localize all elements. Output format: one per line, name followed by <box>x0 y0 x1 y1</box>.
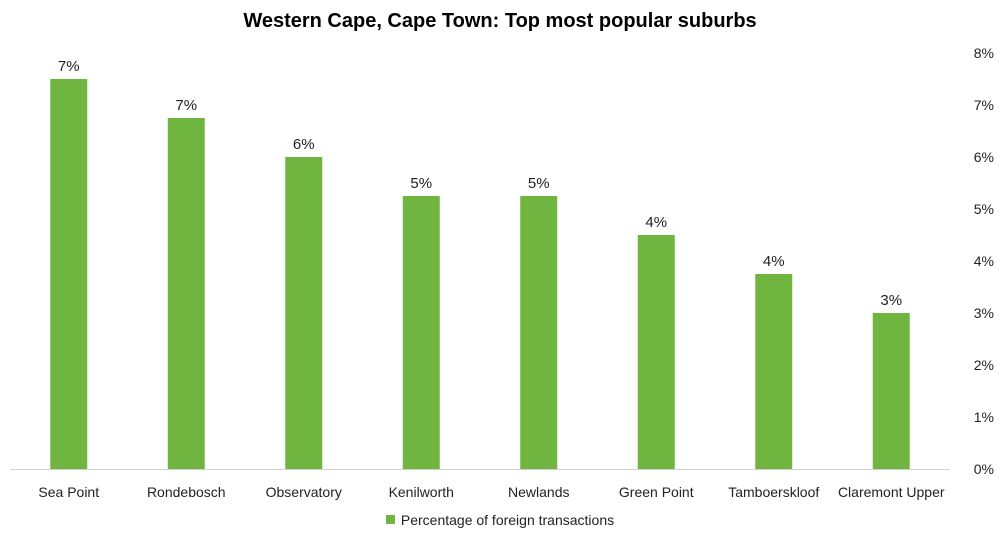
y-tick-label: 3% <box>974 305 994 321</box>
x-tick-label: Claremont Upper <box>838 484 945 500</box>
legend-swatch <box>385 515 395 524</box>
chart-title: Western Cape, Cape Town: Top most popula… <box>243 10 757 32</box>
data-label: 5% <box>410 175 432 192</box>
bar <box>520 196 558 469</box>
y-tick-label: 7% <box>974 97 994 113</box>
x-tick-label: Kenilworth <box>389 484 454 500</box>
bar <box>285 157 323 469</box>
x-tick-label: Tamboerskloof <box>728 484 819 500</box>
y-tick-label: 6% <box>974 149 994 165</box>
bar <box>50 79 88 469</box>
y-tick-label: 1% <box>974 409 994 425</box>
bar <box>872 313 910 469</box>
x-tick-label: Newlands <box>508 484 569 500</box>
y-tick-label: 8% <box>974 45 994 61</box>
bar <box>167 118 205 469</box>
y-tick-label: 4% <box>974 253 994 269</box>
x-tick-label: Green Point <box>619 484 694 500</box>
data-label: 5% <box>528 175 550 192</box>
data-label: 7% <box>58 58 80 75</box>
chart-legend: Percentage of foreign transactions <box>0 512 1000 528</box>
data-label: 3% <box>880 292 902 309</box>
bar <box>637 235 675 469</box>
x-tick-label: Observatory <box>266 484 342 500</box>
y-tick-label: 2% <box>974 357 994 373</box>
bar <box>755 274 793 469</box>
x-tick-label: Sea Point <box>38 484 99 500</box>
data-label: 6% <box>293 136 315 153</box>
legend-label: Percentage of foreign transactions <box>400 512 615 528</box>
bar <box>402 196 440 469</box>
data-label: 7% <box>175 97 197 114</box>
y-tick-label: 0% <box>974 461 994 477</box>
data-label: 4% <box>763 253 785 270</box>
x-tick-label: Rondebosch <box>147 484 226 500</box>
y-tick-label: 5% <box>974 201 994 217</box>
data-label: 4% <box>645 214 667 231</box>
